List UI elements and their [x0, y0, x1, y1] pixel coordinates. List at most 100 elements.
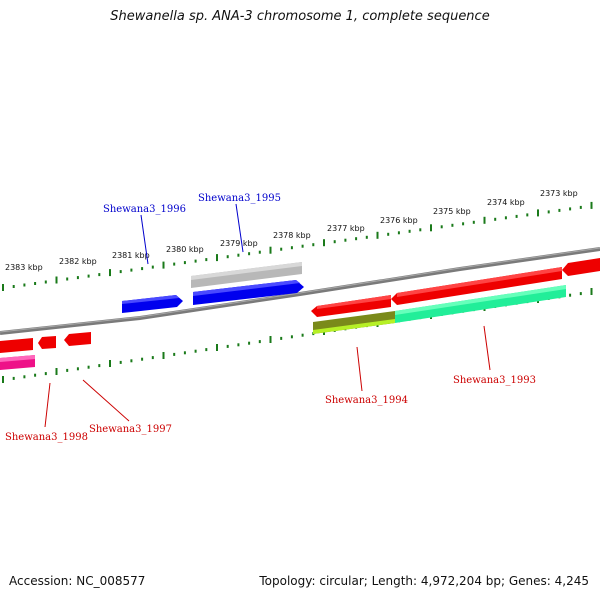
minor-tick [280, 247, 283, 251]
gene-arrow-shewana3-1995[interactable] [193, 280, 304, 305]
minor-tick [130, 359, 133, 363]
minor-tick [301, 244, 304, 248]
gene-label-shewana3-1998[interactable]: Shewana3_1998 [5, 432, 88, 443]
minor-tick [355, 237, 358, 241]
gene-label-shewana3-1997[interactable]: Shewana3_1997 [89, 424, 172, 435]
minor-tick [365, 235, 368, 239]
gene-label-shewana3-1996[interactable]: Shewana3_1996 [103, 204, 186, 215]
minor-tick [344, 238, 347, 242]
minor-tick [141, 357, 144, 361]
minor-tick [183, 261, 186, 265]
minor-tick [237, 343, 240, 347]
minor-tick [183, 351, 186, 355]
minor-tick [173, 262, 176, 266]
minor-tick [66, 277, 69, 281]
minor-tick [173, 352, 176, 356]
minor-tick [472, 220, 475, 224]
minor-tick [526, 213, 529, 217]
minor-tick [98, 364, 101, 368]
minor-tick [248, 341, 251, 345]
major-tick [483, 216, 486, 224]
minor-tick [579, 292, 582, 296]
minor-tick [515, 214, 518, 218]
gene-arrow-red-small[interactable] [38, 336, 56, 349]
minor-tick [558, 208, 561, 212]
minor-tick [301, 333, 304, 337]
major-tick [269, 246, 272, 254]
major-tick [216, 254, 218, 262]
minor-tick [12, 376, 15, 380]
kbp-label: 2380 kbp [166, 245, 204, 254]
forward-genes [122, 262, 304, 313]
minor-tick [23, 283, 26, 287]
minor-tick [66, 368, 69, 372]
major-tick [55, 368, 58, 375]
minor-tick [290, 335, 293, 339]
major-tick [269, 336, 272, 343]
minor-tick [569, 293, 572, 297]
gene-label-shewana3-1993[interactable]: Shewana3_1993 [453, 375, 536, 386]
minor-tick [34, 282, 37, 285]
minor-tick [44, 372, 47, 376]
major-tick [109, 269, 111, 277]
major-tick [162, 352, 165, 359]
minor-tick [76, 367, 79, 371]
major-tick [537, 209, 539, 217]
minor-tick [226, 344, 229, 348]
minor-tick [547, 210, 550, 214]
minor-tick [205, 258, 208, 262]
minor-tick [397, 231, 400, 235]
gene-label-shewana3-1995[interactable]: Shewana3_1995 [198, 193, 281, 204]
chromosome-backbone [0, 247, 600, 335]
major-tick [590, 288, 593, 295]
kbp-label: 2381 kbp [112, 251, 150, 260]
minor-tick [12, 285, 15, 288]
minor-tick [44, 280, 47, 284]
map-title: Shewanella sp. ANA-3 chromosome 1, compl… [110, 9, 490, 24]
major-tick [2, 376, 4, 383]
major-tick [590, 201, 593, 209]
minor-tick [440, 225, 443, 229]
accession-text: Accession: NC_008577 [9, 574, 146, 588]
minor-tick [248, 252, 251, 256]
summary-text: Topology: circular; Length: 4,972,204 bp… [259, 574, 589, 588]
minor-tick [237, 253, 240, 257]
minor-tick [312, 243, 315, 247]
minor-tick [419, 228, 422, 232]
minor-tick [141, 267, 144, 271]
minor-tick [98, 273, 101, 277]
gene-arrow-red-right[interactable] [562, 258, 600, 276]
minor-tick [151, 265, 154, 269]
minor-tick [504, 216, 507, 220]
minor-tick [462, 222, 465, 226]
kbp-labels: 2383 kbp 2382 kbp 2381 kbp 2380 kbp 2379… [5, 189, 578, 272]
major-tick [430, 224, 432, 232]
reverse-genes [0, 258, 600, 370]
major-tick [376, 231, 379, 239]
minor-tick [87, 274, 90, 278]
gene-label-shewana3-1994[interactable]: Shewana3_1994 [325, 395, 408, 406]
kbp-label: 2383 kbp [5, 263, 43, 272]
minor-tick [451, 223, 454, 227]
kbp-label: 2373 kbp [540, 189, 578, 198]
gene-arrow-red-left[interactable] [0, 338, 33, 353]
minor-tick [87, 365, 90, 369]
kbp-label: 2376 kbp [380, 216, 418, 225]
minor-tick [194, 349, 197, 353]
gene-labels: Shewana3_1996 Shewana3_1995 Shewana3_199… [5, 193, 536, 443]
kbp-label: 2374 kbp [487, 198, 525, 207]
gene-arrow-shewana3-1998[interactable] [64, 332, 91, 346]
leader-lines [44, 203, 491, 428]
major-tick [323, 239, 325, 247]
kbp-label: 2382 kbp [59, 257, 97, 266]
major-tick [55, 276, 58, 284]
major-tick [216, 344, 218, 351]
minor-tick [579, 205, 582, 209]
kbp-label: 2379 kbp [220, 239, 258, 248]
kbp-label: 2377 kbp [327, 224, 365, 233]
minor-tick [119, 360, 122, 364]
minor-tick [205, 348, 208, 352]
kbp-label: 2375 kbp [433, 207, 471, 216]
minor-tick [226, 255, 229, 259]
